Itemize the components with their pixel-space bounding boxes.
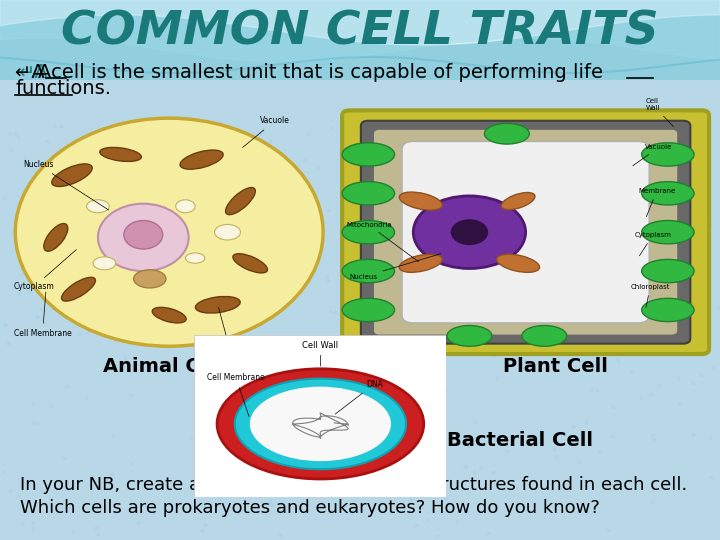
Text: Cell Membrane: Cell Membrane — [14, 292, 71, 338]
Ellipse shape — [342, 220, 395, 244]
Ellipse shape — [52, 164, 92, 186]
Ellipse shape — [342, 143, 395, 166]
Circle shape — [451, 219, 488, 245]
Ellipse shape — [134, 270, 166, 288]
Text: Nucleus: Nucleus — [23, 160, 109, 210]
Text: Cytoplasm: Cytoplasm — [14, 249, 76, 291]
Ellipse shape — [497, 254, 539, 272]
Ellipse shape — [235, 379, 406, 469]
Ellipse shape — [215, 225, 240, 240]
Ellipse shape — [93, 257, 116, 270]
Text: In your NB, create a T chart to list the major structures found in each cell.: In your NB, create a T chart to list the… — [20, 476, 688, 494]
Text: Cell Wall: Cell Wall — [302, 341, 338, 366]
Ellipse shape — [61, 278, 96, 301]
Ellipse shape — [342, 259, 395, 283]
Ellipse shape — [485, 123, 529, 144]
Text: ↵A cell is the smallest unit that is capable of performing life: ↵A cell is the smallest unit that is cap… — [15, 63, 603, 82]
Text: Cell
Wall: Cell Wall — [645, 98, 673, 126]
Ellipse shape — [100, 147, 141, 161]
Ellipse shape — [501, 193, 535, 210]
Ellipse shape — [642, 220, 694, 244]
Text: Cytoplasm: Cytoplasm — [634, 232, 671, 256]
Text: Vacuole: Vacuole — [633, 144, 672, 166]
Ellipse shape — [400, 254, 442, 272]
Text: ↵A: ↵A — [18, 64, 48, 83]
Ellipse shape — [522, 326, 567, 346]
Ellipse shape — [176, 200, 195, 213]
Text: A: A — [38, 64, 58, 83]
Ellipse shape — [642, 259, 694, 283]
Text: Mitochondrion: Mitochondrion — [202, 307, 256, 351]
Ellipse shape — [447, 326, 492, 346]
FancyBboxPatch shape — [361, 121, 690, 343]
Ellipse shape — [152, 307, 186, 323]
Text: Nucleus: Nucleus — [350, 254, 441, 280]
Ellipse shape — [124, 220, 163, 249]
Ellipse shape — [642, 181, 694, 205]
Text: DNA: DNA — [336, 380, 382, 414]
Ellipse shape — [86, 200, 109, 213]
FancyBboxPatch shape — [342, 110, 709, 354]
Text: Bacterial Cell: Bacterial Cell — [447, 430, 593, 449]
Ellipse shape — [195, 296, 240, 313]
Ellipse shape — [15, 118, 323, 346]
Ellipse shape — [98, 204, 189, 271]
Ellipse shape — [44, 224, 68, 251]
Ellipse shape — [233, 254, 268, 273]
Bar — [0, 0, 720, 80]
Text: Chloroplast: Chloroplast — [631, 284, 670, 307]
Text: Mitochondria: Mitochondria — [346, 222, 418, 262]
Text: functions.: functions. — [15, 79, 111, 98]
Ellipse shape — [250, 387, 391, 461]
Ellipse shape — [180, 150, 223, 169]
Text: Animal Cell: Animal Cell — [103, 356, 227, 375]
FancyBboxPatch shape — [402, 141, 649, 323]
Text: COMMON CELL TRAITS: COMMON CELL TRAITS — [61, 10, 659, 55]
FancyBboxPatch shape — [374, 130, 678, 335]
Ellipse shape — [342, 298, 395, 322]
Ellipse shape — [400, 192, 442, 210]
Text: Membrane: Membrane — [638, 188, 675, 217]
Ellipse shape — [225, 187, 256, 215]
Ellipse shape — [413, 196, 526, 268]
Ellipse shape — [342, 181, 395, 205]
Text: Cell Membrane: Cell Membrane — [207, 373, 265, 416]
Text: Which cells are prokaryotes and eukaryotes? How do you know?: Which cells are prokaryotes and eukaryot… — [20, 499, 600, 517]
Ellipse shape — [642, 298, 694, 322]
Text: Plant Cell: Plant Cell — [503, 356, 608, 375]
Ellipse shape — [642, 143, 694, 166]
Ellipse shape — [217, 369, 423, 479]
Ellipse shape — [186, 253, 205, 264]
Text: Vacuole: Vacuole — [243, 116, 289, 147]
